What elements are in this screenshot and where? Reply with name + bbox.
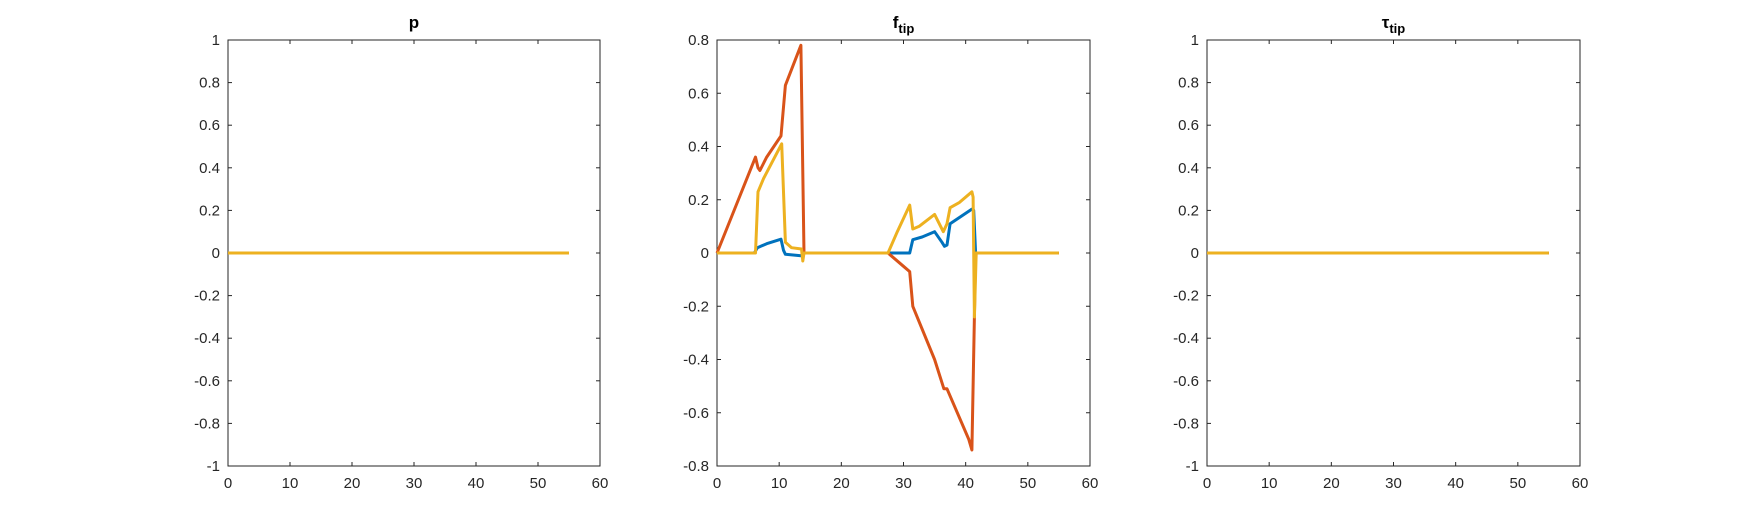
x-tick-label: 20 — [833, 475, 850, 492]
y-tick-label: -1 — [207, 458, 220, 475]
x-tick-label: 10 — [1261, 475, 1278, 492]
y-tick-label: 0.4 — [199, 160, 220, 177]
y-tick-label: 0.6 — [1178, 117, 1199, 134]
chart-title-main: τ — [1382, 13, 1390, 32]
y-tick-label: -0.2 — [1173, 288, 1199, 305]
x-tick-label: 40 — [1447, 475, 1464, 492]
x-tick-label: 20 — [344, 475, 361, 492]
y-tick-label: -0.6 — [683, 405, 709, 422]
y-tick-label: -0.4 — [194, 330, 220, 347]
chart-title: ftip — [893, 13, 915, 36]
x-tick-label: 0 — [1203, 475, 1211, 492]
y-tick-label: 0.4 — [688, 139, 709, 156]
chart-title: τtip — [1382, 13, 1406, 36]
x-tick-label: 40 — [468, 475, 485, 492]
y-tick-label: -0.8 — [683, 458, 709, 475]
y-tick-label: 1 — [212, 32, 220, 49]
y-tick-label: -0.4 — [1173, 330, 1199, 347]
subplot-p: 0 10 20 30 40 50 60 -1 -0.8 -0.6 -0.4 -0.2 0 0.2 0.4 0.… — [194, 13, 608, 492]
chart-title-main: f — [893, 13, 899, 32]
y-tick-label: 0.6 — [199, 117, 220, 134]
y-tick-label: 0.8 — [1178, 75, 1199, 92]
y-tick-label: 0 — [212, 245, 220, 262]
x-tick-label: 10 — [282, 475, 299, 492]
y-tick-label: 0.2 — [1178, 202, 1199, 219]
x-tick-label: 50 — [1509, 475, 1526, 492]
x-tick-label: 60 — [592, 475, 609, 492]
y-tick-label: -1 — [1186, 458, 1199, 475]
chart-title: p — [409, 13, 419, 32]
x-tick-label: 50 — [1019, 475, 1036, 492]
y-tick-label: 1 — [1191, 32, 1199, 49]
x-tick-label: 20 — [1323, 475, 1340, 492]
x-tick-label: 0 — [713, 475, 721, 492]
x-tick-label: 10 — [771, 475, 788, 492]
y-tick-label: 0.2 — [688, 192, 709, 209]
series-line-3 — [717, 142, 1059, 319]
y-tick-label: 0.2 — [199, 202, 220, 219]
y-tick-label: -0.6 — [1173, 373, 1199, 390]
series-line-2 — [715, 43, 1059, 452]
chart-title-subscript: tip — [898, 21, 914, 36]
chart-title-subscript: tip — [1389, 21, 1405, 36]
y-tick-label: 0.8 — [199, 75, 220, 92]
x-tick-label: 40 — [957, 475, 974, 492]
x-tick-label: 30 — [406, 475, 423, 492]
x-tick-label: 0 — [224, 475, 232, 492]
subplot-tau-tip: 0 10 20 30 40 50 60 -1 -0.8 -0.6 -0.4 -0.2 0 0.2 0.4 0.… — [1173, 13, 1588, 492]
x-tick-label: 60 — [1082, 475, 1099, 492]
x-tick-label: 30 — [1385, 475, 1402, 492]
x-tick-label: 30 — [895, 475, 912, 492]
y-tick-label: -0.2 — [194, 288, 220, 305]
series-line-1 — [717, 207, 1059, 258]
subplot-f-tip: 0 10 20 30 40 50 60 -0.8 -0.6 -0.4 -0.2 0 0.2 0.4 0.6 0… — [683, 13, 1098, 492]
y-tick-label: 0.8 — [688, 32, 709, 49]
y-tick-label: -0.8 — [194, 415, 220, 432]
y-tick-label: -0.6 — [194, 373, 220, 390]
y-tick-label: -0.8 — [1173, 415, 1199, 432]
y-tick-label: 0 — [1191, 245, 1199, 262]
y-tick-label: 0 — [701, 245, 709, 262]
y-tick-label: -0.4 — [683, 352, 709, 369]
y-tick-label: 0.6 — [688, 85, 709, 102]
x-tick-label: 60 — [1572, 475, 1589, 492]
y-tick-label: -0.2 — [683, 298, 709, 315]
x-tick-label: 50 — [530, 475, 547, 492]
y-tick-label: 0.4 — [1178, 160, 1199, 177]
chart-title-main: p — [409, 13, 419, 32]
